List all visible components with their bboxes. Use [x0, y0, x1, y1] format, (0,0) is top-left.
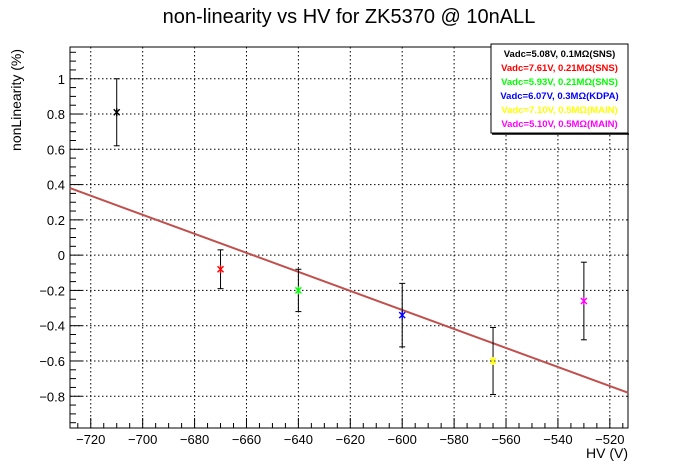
data-point: [398, 282, 406, 348]
x-tick-label: −600: [388, 432, 417, 447]
y-tick-label: 0.4: [47, 178, 65, 193]
x-axis-title: HV (V): [586, 445, 628, 461]
x-tick-label: −560: [491, 432, 520, 447]
legend-entry: Vadc=5.08V, 0.1MΩ(SNS): [504, 49, 616, 60]
legend-entry: Vadc=7.61V, 0.21MΩ(SNS): [501, 63, 618, 74]
fit-line: [69, 187, 629, 394]
x-tick-label: −640: [284, 432, 313, 447]
y-tick-label: 0.8: [47, 107, 65, 122]
legend-entry: Vadc=6.07V, 0.3MΩ(KDPA): [500, 91, 618, 102]
y-tick-label: 1: [58, 72, 65, 87]
x-tick-label: −520: [595, 432, 624, 447]
legend-entry: Vadc=7.10V, 0.5MΩ(MAIN): [501, 105, 617, 116]
legend-entry: Vadc=5.10V, 0.5MΩ(MAIN): [501, 119, 617, 130]
x-tick-label: −700: [128, 432, 157, 447]
data-point: [489, 326, 497, 395]
x-tick-label: −660: [232, 432, 261, 447]
data-point: [113, 78, 121, 147]
data-point: [217, 249, 225, 290]
y-tick-label: −0.4: [39, 319, 65, 334]
x-tick-label: −720: [76, 432, 105, 447]
y-tick-label: −0.6: [39, 354, 65, 369]
x-tick-label: −540: [543, 432, 572, 447]
y-axis-title: nonLinearity (%): [8, 49, 24, 151]
chart-title: non-linearity vs HV for ZK5370 @ 10nALL: [162, 6, 536, 28]
y-tick-label: 0.6: [47, 142, 65, 157]
legend-box: [490, 43, 629, 134]
y-tick-label: −0.2: [39, 283, 65, 298]
data-point: [294, 268, 302, 313]
legend-entry: Vadc=5.93V, 0.21MΩ(SNS): [501, 77, 618, 88]
data-point: [580, 261, 588, 341]
y-tick-label: 0.2: [47, 213, 65, 228]
x-tick-label: −680: [180, 432, 209, 447]
y-tick-label: −0.8: [39, 389, 65, 404]
y-tick-label: 0: [58, 248, 65, 263]
x-tick-label: −620: [336, 432, 365, 447]
x-tick-label: −580: [439, 432, 468, 447]
